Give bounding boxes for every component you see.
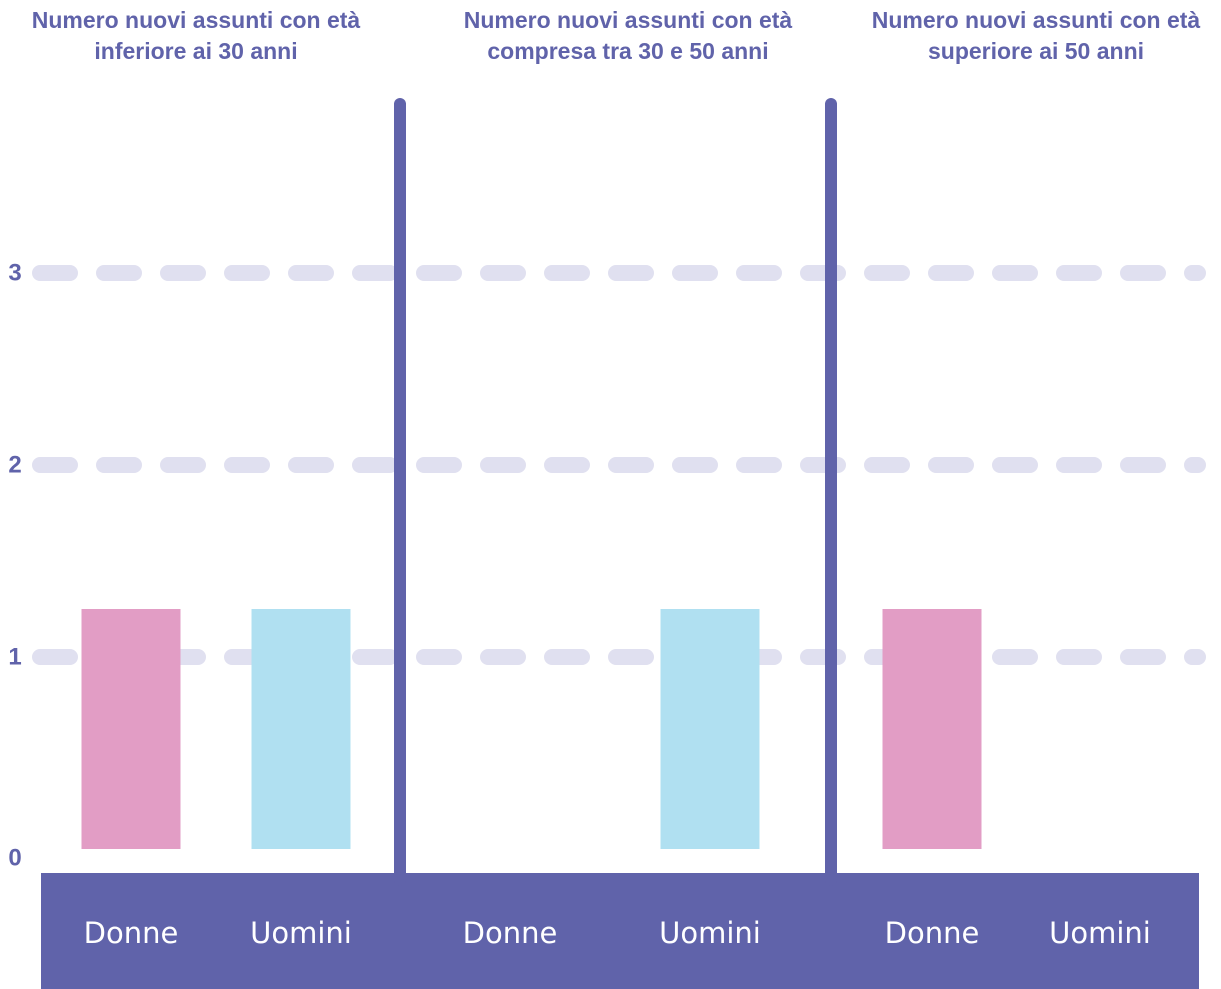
x-axis-band: [41, 873, 1199, 989]
axis: [41, 98, 1199, 989]
gridlines: [32, 265, 1206, 665]
labels: 0 1 2 3 Donne Uomini Donne Uomini Donne Uomini Num…: [8, 7, 1200, 950]
x-tick-label-donne: Donne: [885, 916, 980, 950]
bar-donne-group-3: [882, 609, 982, 849]
y-tick-label: 0: [8, 845, 21, 872]
group-title-2: Numero nuovi assunti con età: [464, 7, 793, 33]
group-title-3: superiore ai 50 anni: [928, 38, 1144, 64]
group-title-1: inferiore ai 30 anni: [94, 38, 297, 64]
x-tick-label-donne: Donne: [84, 916, 179, 950]
x-tick-label-uomini: Uomini: [659, 916, 761, 950]
bar-uomini-group-2: [660, 609, 760, 849]
bar-donne-group-1: [81, 609, 181, 849]
group-title-2: compresa tra 30 e 50 anni: [487, 38, 768, 64]
y-tick-label: 2: [8, 452, 21, 479]
group-title-3: Numero nuovi assunti con età: [872, 7, 1201, 33]
x-tick-label-donne: Donne: [463, 916, 558, 950]
x-tick-label-uomini: Uomini: [1049, 916, 1151, 950]
y-tick-label: 3: [8, 260, 21, 287]
group-title-1: Numero nuovi assunti con età: [32, 7, 361, 33]
bars: [81, 609, 982, 849]
bar-uomini-group-1: [251, 609, 351, 849]
x-tick-label-uomini: Uomini: [250, 916, 352, 950]
y-tick-label: 1: [8, 644, 21, 671]
